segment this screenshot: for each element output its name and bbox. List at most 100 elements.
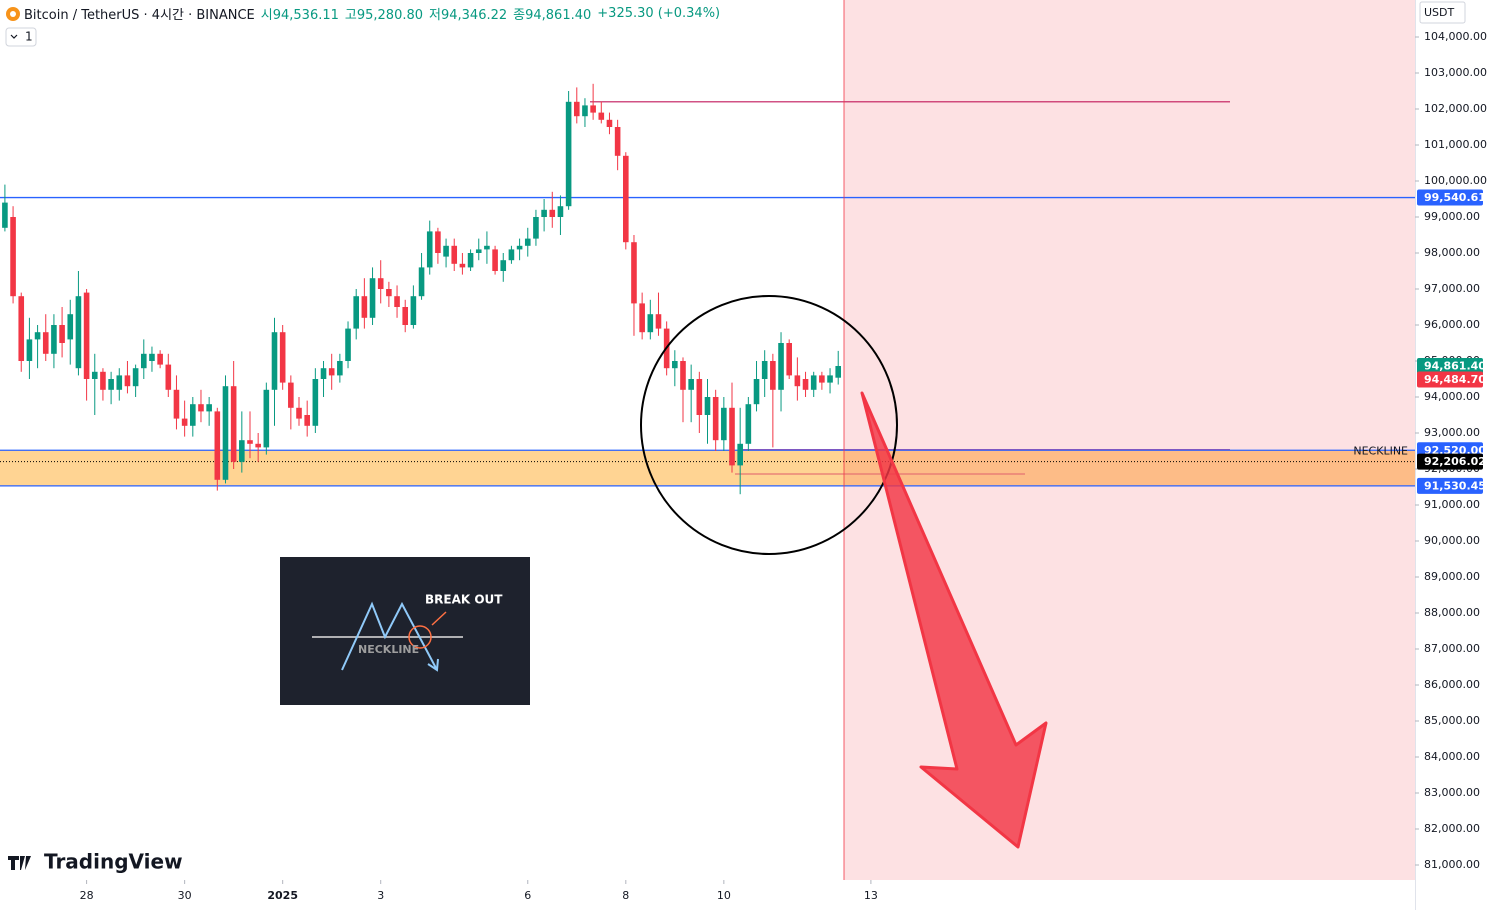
price-tag-label: 92,206.02 xyxy=(1424,455,1486,468)
inset-bg xyxy=(280,557,530,705)
price-tag-label: 94,861.40 xyxy=(1424,359,1486,372)
candle-body xyxy=(181,418,188,426)
candle-body xyxy=(320,368,327,379)
x-tick-label: 3 xyxy=(377,889,384,902)
y-tick-label: 81,000.00 xyxy=(1424,858,1480,871)
candle-body xyxy=(230,386,237,462)
candle-body xyxy=(402,307,409,326)
candle-body xyxy=(157,353,163,365)
menu-box[interactable] xyxy=(5,27,37,47)
x-tick-label: 28 xyxy=(80,889,94,902)
candle-body xyxy=(377,278,384,290)
x-tick-label: 10 xyxy=(717,889,731,902)
inset-circle xyxy=(408,625,432,649)
candle-body xyxy=(606,119,613,128)
candle-body xyxy=(353,296,360,329)
candle-body xyxy=(827,375,833,383)
candle-body xyxy=(410,296,417,326)
candle-body xyxy=(745,404,752,444)
candle-body xyxy=(328,368,335,376)
menu-value: 1 xyxy=(25,30,33,44)
candle-body xyxy=(190,404,196,426)
candle-body xyxy=(802,378,809,390)
y-tick-label: 101,000.00 xyxy=(1424,138,1487,151)
price-tag-label: 91,530.45 xyxy=(1424,479,1486,492)
candle-body xyxy=(590,105,596,113)
y-tick-label: 97,000.00 xyxy=(1424,282,1480,295)
candle-body xyxy=(704,396,711,415)
candle-body xyxy=(361,296,368,318)
candle-body xyxy=(557,206,564,218)
candle-body xyxy=(337,360,343,376)
x-tick-label: 13 xyxy=(864,889,878,902)
down-arrow xyxy=(860,391,1048,849)
candle-body xyxy=(116,375,123,390)
y-tick-label: 100,000.00 xyxy=(1424,174,1487,187)
candle-body xyxy=(279,332,286,383)
candle-body xyxy=(533,217,539,239)
candle-body xyxy=(59,325,65,344)
candle-body xyxy=(345,328,351,361)
currency-label: USDT xyxy=(1424,6,1455,19)
candle-body xyxy=(582,105,588,117)
high-label: 고95,280.80 xyxy=(344,7,424,23)
x-tick-label: 2025 xyxy=(267,889,298,902)
candle-body xyxy=(778,343,784,390)
y-tick-label: 99,000.00 xyxy=(1424,210,1480,223)
candle-body xyxy=(206,404,212,412)
neckline-label: NECKLINE xyxy=(1353,444,1408,457)
candle-body xyxy=(304,414,310,426)
price-tag-label: 94,484.70 xyxy=(1424,373,1486,386)
candle-body xyxy=(516,245,523,250)
candle-body xyxy=(672,360,678,369)
candle-body xyxy=(2,202,8,228)
candle-body xyxy=(271,332,278,390)
currency-box[interactable] xyxy=(1419,1,1466,24)
candle-body xyxy=(198,404,204,412)
y-tick-label: 93,000.00 xyxy=(1424,426,1480,439)
candle-body xyxy=(541,209,547,218)
candle-body xyxy=(149,353,155,361)
candle-body xyxy=(508,249,515,261)
candle-body xyxy=(42,332,49,354)
candle-body xyxy=(753,378,760,405)
low-label: 저94,346.22 xyxy=(429,7,508,23)
y-tick-label: 88,000.00 xyxy=(1424,606,1480,619)
overlay-layer: BREAK OUT NECKLINE TradingView 1 xyxy=(5,0,1048,880)
candle-body xyxy=(712,396,719,441)
menu-chevron xyxy=(10,34,18,39)
candle-body xyxy=(688,378,694,390)
open-label: 시94,536.11 xyxy=(260,7,339,23)
y-tick-label: 102,000.00 xyxy=(1424,102,1487,115)
candle-body xyxy=(83,292,90,379)
candle-body xyxy=(173,389,180,419)
candle-body xyxy=(132,368,139,387)
candle-body xyxy=(91,371,98,379)
interval-menu[interactable]: 1 xyxy=(5,27,37,47)
inset-pattern xyxy=(341,601,438,671)
candle-body xyxy=(222,386,229,480)
candle-body xyxy=(312,378,319,426)
y-tick-label: 103,000.00 xyxy=(1424,66,1487,79)
y-tick-label: 104,000.00 xyxy=(1424,30,1487,43)
candle-body xyxy=(10,217,16,297)
inset-arrow-head xyxy=(427,658,439,672)
price-tag xyxy=(1417,477,1483,494)
y-tick-label: 91,000.00 xyxy=(1424,498,1480,511)
candle-body xyxy=(108,378,114,390)
candle-body xyxy=(623,155,629,243)
inset-breakout-text: BREAK OUT xyxy=(425,593,503,607)
candle-body xyxy=(819,375,825,383)
candles-layer xyxy=(2,83,842,495)
candle-body xyxy=(639,303,645,333)
price-tag xyxy=(1417,371,1483,388)
y-tick-label: 86,000.00 xyxy=(1424,678,1480,691)
candle-body xyxy=(67,314,74,340)
header: Bitcoin / TetherUS · 4시간 · BINANCE 시94,5… xyxy=(0,0,726,26)
candle-body xyxy=(696,378,703,415)
symbol-title: Bitcoin / TetherUS · 4시간 · BINANCE xyxy=(24,7,255,23)
candle-body xyxy=(100,371,106,390)
candle-body xyxy=(418,267,425,297)
